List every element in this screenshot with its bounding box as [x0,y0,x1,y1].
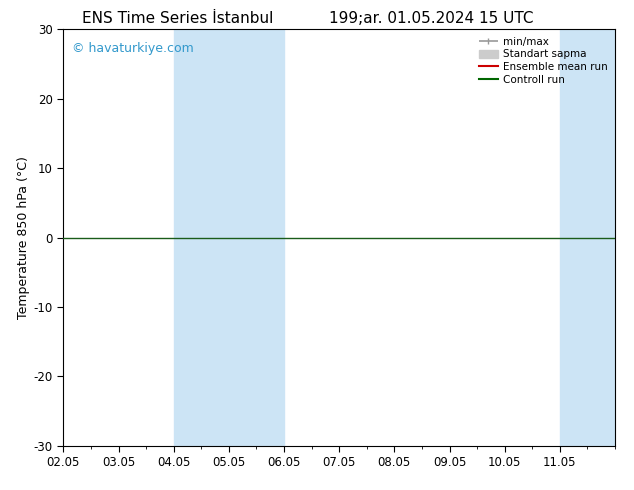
Bar [588,29,615,446]
Bar [229,29,284,446]
Text: © havaturkiye.com: © havaturkiye.com [72,42,193,55]
Legend: min/max, Standart sapma, Ensemble mean run, Controll run: min/max, Standart sapma, Ensemble mean r… [477,35,610,87]
Bar [174,29,229,446]
Text: ENS Time Series İstanbul: ENS Time Series İstanbul [82,11,273,26]
Bar [560,29,588,446]
Y-axis label: Temperature 850 hPa (°C): Temperature 850 hPa (°C) [16,156,30,319]
Text: 199;ar. 01.05.2024 15 UTC: 199;ar. 01.05.2024 15 UTC [329,11,533,26]
